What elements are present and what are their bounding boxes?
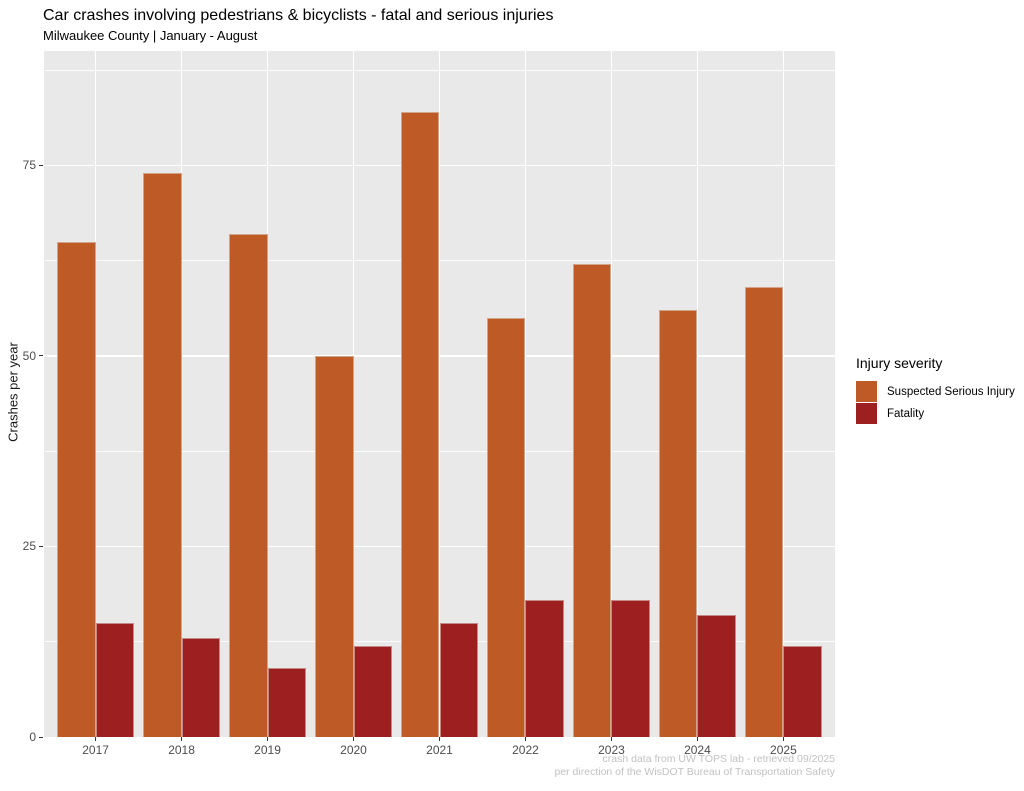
x-tick-mark-2023 xyxy=(610,737,612,741)
bar-2022-suspected-serious-injury xyxy=(486,317,526,737)
x-tick-mark-2022 xyxy=(524,737,526,741)
gridline-x-2018 xyxy=(180,51,183,737)
caption-line-1: crash data from UW TOPS lab - retrieved … xyxy=(602,753,835,765)
x-tick-label-2022: 2022 xyxy=(512,743,539,757)
y-tick-label-75: 75 xyxy=(22,158,36,173)
y-tick-mark-50 xyxy=(39,355,43,357)
bar-2018-fatality xyxy=(181,637,221,737)
legend-item-suspected-serious-injury: Suspected Serious Injury xyxy=(856,381,1015,402)
x-tick-label-2018: 2018 xyxy=(168,743,195,757)
x-tick-label-2020: 2020 xyxy=(340,743,367,757)
bar-2017-suspected-serious-injury xyxy=(56,241,96,737)
bar-2018-suspected-serious-injury xyxy=(142,172,182,737)
gridline-x-2023 xyxy=(610,51,613,737)
gridline-x-2021 xyxy=(438,51,441,737)
legend-label-suspected-serious-injury: Suspected Serious Injury xyxy=(887,385,1015,398)
bar-2024-suspected-serious-injury xyxy=(658,310,698,737)
y-tick-mark-75 xyxy=(39,164,43,166)
gridline-x-2019 xyxy=(266,51,269,737)
gridline-x-2024 xyxy=(696,51,699,737)
y-tick-label-0: 0 xyxy=(29,730,36,744)
gridline-x-2020 xyxy=(352,51,355,737)
bar-2025-suspected-serious-injury xyxy=(744,287,784,737)
bar-2021-fatality xyxy=(439,622,479,737)
y-tick-label-25: 25 xyxy=(22,539,36,554)
x-tick-mark-2020 xyxy=(353,737,355,741)
y-tick-mark-0 xyxy=(39,736,43,738)
x-tick-mark-2017 xyxy=(95,737,97,741)
bar-2020-suspected-serious-injury xyxy=(314,355,354,737)
legend-item-fatality: Fatality xyxy=(856,403,1015,424)
bar-2022-fatality xyxy=(525,599,565,737)
gridline-x-2022 xyxy=(524,51,527,737)
y-tick-mark-25 xyxy=(39,545,43,547)
bar-2023-fatality xyxy=(611,599,651,737)
bar-2024-fatality xyxy=(697,615,737,737)
gridline-x-2025 xyxy=(782,51,785,737)
x-tick-mark-2025 xyxy=(782,737,784,741)
gridline-x-2017 xyxy=(94,51,97,737)
x-tick-label-2017: 2017 xyxy=(82,743,109,757)
chart-subtitle: Milwaukee County | January - August xyxy=(43,28,258,43)
bar-2023-suspected-serious-injury xyxy=(572,264,612,737)
legend: Injury severity Suspected Serious Injury… xyxy=(856,355,1015,425)
caption: crash data from UW TOPS lab - retrieved … xyxy=(554,753,835,779)
plot-panel xyxy=(44,51,835,737)
bar-2019-suspected-serious-injury xyxy=(228,233,268,737)
x-tick-label-2025: 2025 xyxy=(770,743,797,757)
caption-line-2: per direction of the WisDOT Bureau of Tr… xyxy=(554,766,835,778)
legend-label-fatality: Fatality xyxy=(887,407,925,420)
x-tick-mark-2024 xyxy=(696,737,698,741)
legend-title: Injury severity xyxy=(856,355,943,371)
x-tick-label-2019: 2019 xyxy=(254,743,281,757)
x-tick-mark-2019 xyxy=(267,737,269,741)
legend-swatch-suspected-serious-injury xyxy=(856,381,877,402)
bar-2019-fatality xyxy=(267,668,307,737)
x-tick-mark-2021 xyxy=(439,737,440,741)
legend-swatch-fatality xyxy=(856,403,877,424)
bar-2025-fatality xyxy=(783,645,823,737)
x-tick-mark-2018 xyxy=(181,737,183,741)
x-tick-label-2023: 2023 xyxy=(598,743,625,757)
bar-2021-suspected-serious-injury xyxy=(400,111,440,737)
bar-2017-fatality xyxy=(95,622,135,737)
bar-2020-fatality xyxy=(353,645,393,737)
x-tick-label-2024: 2024 xyxy=(684,743,711,757)
chart-title: Car crashes involving pedestrians & bicy… xyxy=(43,7,554,24)
x-tick-label-2021: 2021 xyxy=(426,743,453,757)
y-tick-label-50: 50 xyxy=(22,348,36,363)
